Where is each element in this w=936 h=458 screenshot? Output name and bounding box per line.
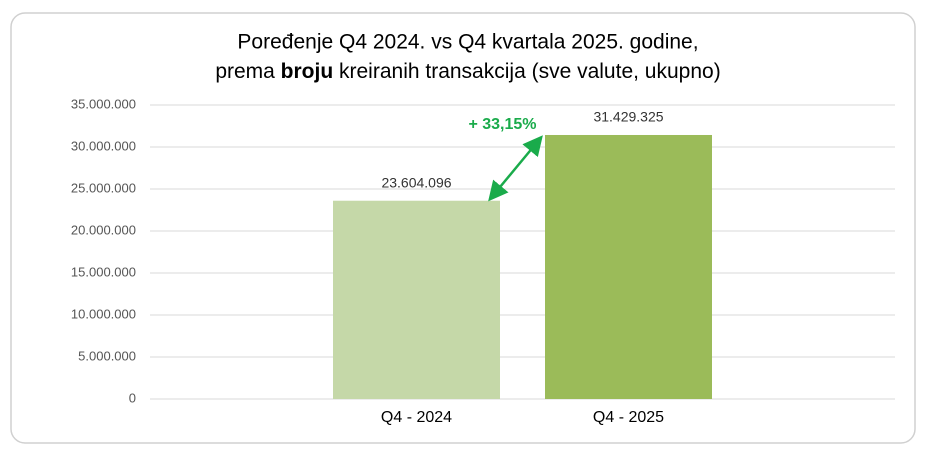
y-tick-label: 30.000.000 — [71, 138, 136, 153]
chart-title: Poređenje Q4 2024. vs Q4 kvartala 2025. … — [237, 31, 698, 54]
value-label: 23.604.096 — [381, 174, 451, 190]
x-tick-label: Q4 - 2025 — [593, 409, 664, 426]
y-tick-label: 35.000.000 — [71, 96, 136, 111]
x-tick-label: Q4 - 2024 — [381, 409, 452, 426]
y-tick-label: 10.000.000 — [71, 306, 136, 321]
title-part: kreiranih transakcija (sve valute, ukupn… — [333, 60, 721, 83]
y-tick-label: 15.000.000 — [71, 264, 136, 279]
bar — [545, 134, 712, 400]
y-tick-label: 25.000.000 — [71, 180, 136, 195]
annotation: + 33,15% — [468, 116, 536, 133]
change-arrow — [488, 135, 543, 202]
chart-title: prema broju kreiranih transakcija (sve v… — [215, 60, 720, 83]
y-tick-label: 0 — [129, 390, 136, 405]
title-part: broju — [281, 60, 334, 83]
y-tick-label: 20.000.000 — [71, 222, 136, 237]
y-tick-label: 5.000.000 — [78, 348, 136, 363]
value-label: 31.429.325 — [593, 109, 663, 125]
bar — [333, 200, 500, 399]
title-part: prema — [215, 60, 280, 83]
